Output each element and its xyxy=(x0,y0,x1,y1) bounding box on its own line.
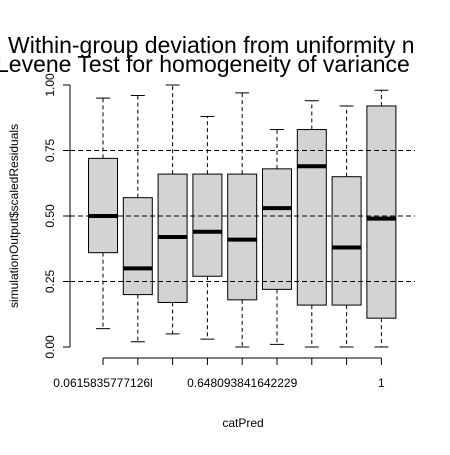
y-tick-label: 0.00 xyxy=(43,335,57,359)
y-tick-label: 1.00 xyxy=(43,73,57,97)
x-tick-label: 0.0615835777126l xyxy=(53,376,152,390)
box xyxy=(331,176,362,306)
x-axis-label: catPred xyxy=(222,416,263,430)
box xyxy=(366,105,397,319)
x-tick-label: 1 xyxy=(378,376,385,390)
y-tick-label: 0.75 xyxy=(43,138,57,162)
chart-title-line-2: Levene Test for homogeneity of variance xyxy=(0,51,410,77)
box xyxy=(88,157,118,254)
y-tick-label: 0.25 xyxy=(43,269,57,293)
box xyxy=(262,168,292,290)
box xyxy=(192,173,223,277)
x-tick-label: 0.648093841642229 xyxy=(187,376,297,390)
box xyxy=(296,129,327,306)
plot-area: 0.00 0.25 0.50 0.75 1.00 0.0615835777126l 0.64… xyxy=(43,73,415,390)
chart-title-line-1: Within-group deviation from uniformity n xyxy=(8,32,415,58)
y-axis-label: simulationOutput$scaledResiduals xyxy=(7,124,21,308)
box xyxy=(227,173,258,301)
box xyxy=(122,197,153,296)
y-tick-label: 0.50 xyxy=(43,204,57,228)
